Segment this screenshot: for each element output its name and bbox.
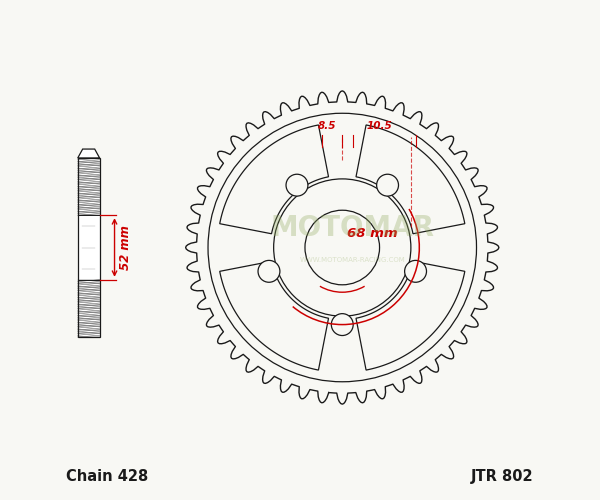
Circle shape [286, 174, 308, 196]
Polygon shape [220, 125, 329, 234]
Text: 10.5: 10.5 [366, 121, 392, 131]
Polygon shape [220, 262, 329, 370]
Polygon shape [78, 149, 100, 158]
Text: 68 mm: 68 mm [347, 227, 398, 240]
Text: 52 mm: 52 mm [119, 225, 132, 270]
Circle shape [258, 260, 280, 282]
Polygon shape [356, 262, 465, 370]
Text: Chain 428: Chain 428 [67, 468, 149, 483]
Text: 8.5: 8.5 [318, 121, 337, 131]
Text: MOTOMAR: MOTOMAR [270, 214, 434, 242]
Text: JTR 802: JTR 802 [471, 468, 533, 483]
Polygon shape [356, 125, 465, 234]
Polygon shape [78, 158, 100, 337]
Circle shape [404, 260, 427, 282]
Text: WWW.MOTOMAR-RACING.COM: WWW.MOTOMAR-RACING.COM [299, 257, 405, 263]
Circle shape [377, 174, 398, 196]
Circle shape [305, 210, 380, 285]
Circle shape [208, 114, 476, 382]
Circle shape [274, 179, 411, 316]
Circle shape [331, 314, 353, 336]
